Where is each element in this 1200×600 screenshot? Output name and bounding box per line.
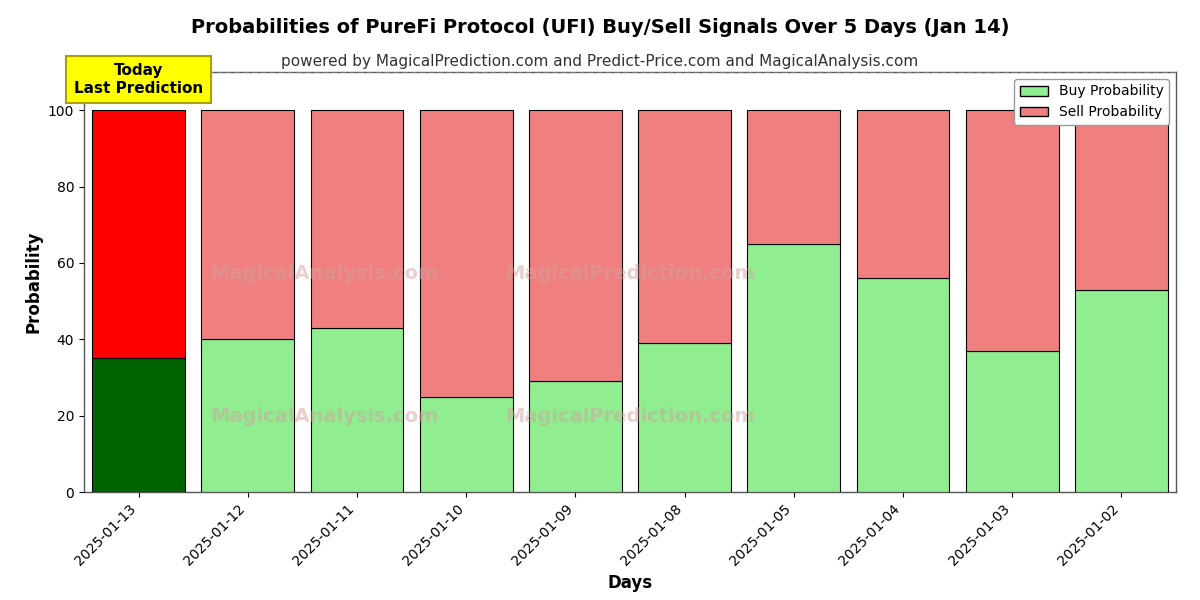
Text: MagicalAnalysis.com: MagicalAnalysis.com: [210, 264, 438, 283]
Bar: [202, 110, 294, 339]
Bar: [311, 110, 403, 328]
Text: Today
Last Prediction: Today Last Prediction: [74, 64, 203, 96]
Bar: [748, 110, 840, 244]
Text: MagicalPrediction.com: MagicalPrediction.com: [505, 264, 755, 283]
Bar: [92, 110, 185, 358]
Bar: [966, 351, 1058, 492]
Bar: [638, 110, 731, 343]
Bar: [529, 110, 622, 381]
Bar: [529, 381, 622, 492]
Bar: [748, 244, 840, 492]
Bar: [857, 278, 949, 492]
Y-axis label: Probability: Probability: [24, 231, 42, 333]
Bar: [92, 358, 185, 492]
Bar: [202, 339, 294, 492]
Bar: [966, 110, 1058, 351]
Text: MagicalPrediction.com: MagicalPrediction.com: [505, 407, 755, 426]
Text: powered by MagicalPrediction.com and Predict-Price.com and MagicalAnalysis.com: powered by MagicalPrediction.com and Pre…: [281, 54, 919, 69]
Bar: [1075, 110, 1168, 290]
Bar: [638, 343, 731, 492]
Bar: [1075, 290, 1168, 492]
Bar: [420, 397, 512, 492]
Text: Probabilities of PureFi Protocol (UFI) Buy/Sell Signals Over 5 Days (Jan 14): Probabilities of PureFi Protocol (UFI) B…: [191, 18, 1009, 37]
X-axis label: Days: Days: [607, 574, 653, 592]
Legend: Buy Probability, Sell Probability: Buy Probability, Sell Probability: [1014, 79, 1169, 125]
Text: MagicalAnalysis.com: MagicalAnalysis.com: [210, 407, 438, 426]
Bar: [857, 110, 949, 278]
Bar: [420, 110, 512, 397]
Bar: [311, 328, 403, 492]
